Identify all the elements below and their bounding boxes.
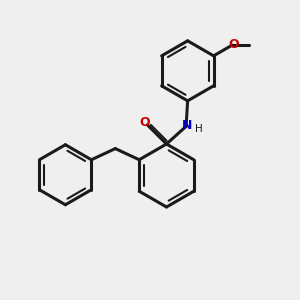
Text: N: N — [182, 118, 192, 132]
Text: H: H — [195, 124, 203, 134]
Text: O: O — [229, 38, 239, 51]
Text: O: O — [139, 116, 150, 129]
